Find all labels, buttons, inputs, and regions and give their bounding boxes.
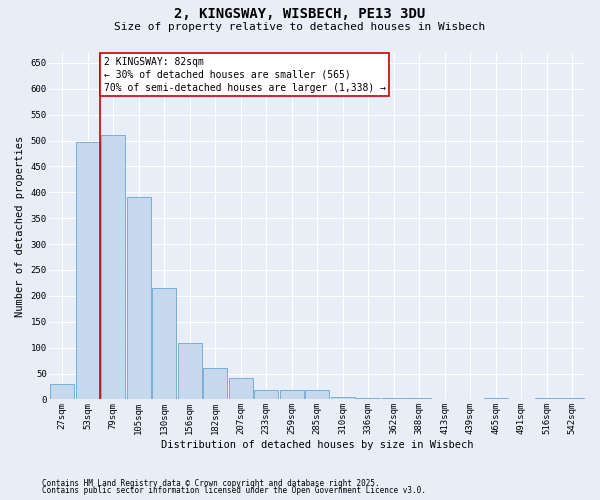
- Text: 2, KINGSWAY, WISBECH, PE13 3DU: 2, KINGSWAY, WISBECH, PE13 3DU: [175, 8, 425, 22]
- Bar: [535, 398, 559, 400]
- Bar: [50, 384, 74, 400]
- Bar: [407, 398, 431, 400]
- Bar: [560, 398, 584, 400]
- Text: 2 KINGSWAY: 82sqm
← 30% of detached houses are smaller (565)
70% of semi-detache: 2 KINGSWAY: 82sqm ← 30% of detached hous…: [104, 56, 386, 93]
- Text: Size of property relative to detached houses in Wisbech: Size of property relative to detached ho…: [115, 22, 485, 32]
- Bar: [178, 344, 202, 400]
- Bar: [305, 390, 329, 400]
- Text: Contains public sector information licensed under the Open Government Licence v3: Contains public sector information licen…: [42, 486, 426, 495]
- Y-axis label: Number of detached properties: Number of detached properties: [15, 136, 25, 316]
- Bar: [356, 398, 380, 400]
- Bar: [484, 398, 508, 400]
- Bar: [203, 368, 227, 400]
- Bar: [127, 198, 151, 400]
- Bar: [382, 398, 406, 400]
- Bar: [331, 398, 355, 400]
- Bar: [76, 142, 100, 400]
- Bar: [152, 288, 176, 400]
- Bar: [280, 390, 304, 400]
- Bar: [229, 378, 253, 400]
- Text: Contains HM Land Registry data © Crown copyright and database right 2025.: Contains HM Land Registry data © Crown c…: [42, 478, 380, 488]
- Bar: [254, 390, 278, 400]
- X-axis label: Distribution of detached houses by size in Wisbech: Distribution of detached houses by size …: [161, 440, 473, 450]
- Bar: [101, 136, 125, 400]
